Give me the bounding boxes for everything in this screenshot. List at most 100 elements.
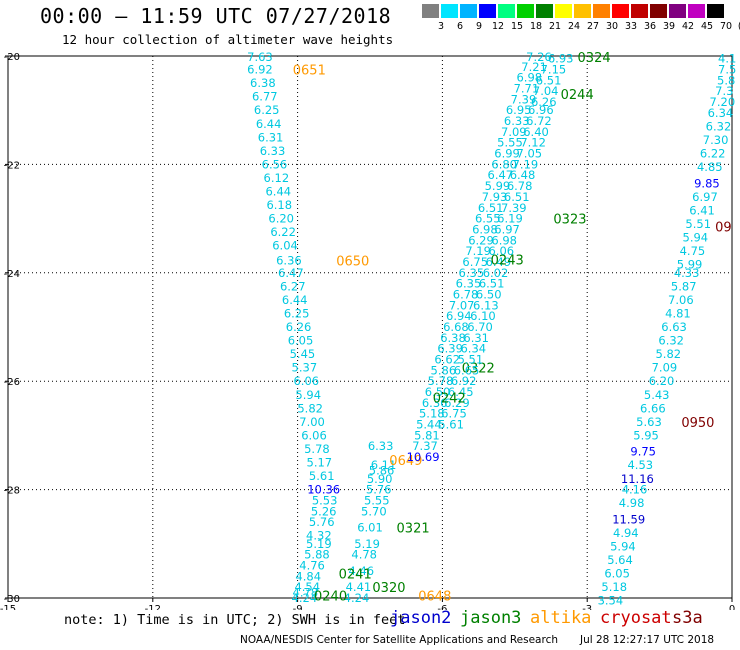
wave-height-value: 5.82 <box>297 401 323 415</box>
wave-height-value: 7.26 <box>526 50 552 64</box>
wave-height-value: 5.99 <box>485 179 511 193</box>
color-swatch <box>441 4 458 18</box>
footer-credit: NOAA/NESDIS Center for Satellite Applica… <box>240 634 558 646</box>
wave-height-value: 6.80 <box>491 157 517 171</box>
color-scale-label: 39 <box>662 21 676 32</box>
y-tick-label: -24 <box>4 269 20 280</box>
wave-height-value: 4.76 <box>299 558 325 572</box>
color-swatch <box>422 4 439 18</box>
color-swatch <box>498 4 515 18</box>
wave-height-value: 6.33 <box>368 439 394 453</box>
wave-height-value: 7.07 <box>449 298 475 312</box>
wave-height-value: 6.36 <box>276 253 302 267</box>
wave-height-value: 7.19 <box>465 244 491 258</box>
color-scale-label: 15 <box>510 21 524 32</box>
wave-height-value: 7.00 <box>299 415 325 429</box>
y-tick-label: -20 <box>4 52 20 63</box>
wave-height-value: 5.82 <box>655 347 681 361</box>
color-swatch <box>479 4 496 18</box>
wave-height-value: 5.90 <box>367 472 393 486</box>
y-tick-label: -28 <box>4 486 20 497</box>
wave-height-value: 4.32 <box>306 529 332 543</box>
wave-height-value: 4.24 <box>344 591 370 605</box>
color-scale-label: 24 <box>567 21 581 32</box>
wave-height-value: 7.20 <box>710 95 736 109</box>
color-swatch <box>593 4 610 18</box>
wave-height-value: 5.81 <box>414 428 440 442</box>
color-swatch <box>669 4 686 18</box>
wave-height-value: 6.04 <box>272 239 298 253</box>
wave-height-value: 6.44 <box>256 117 282 131</box>
wave-height-value: 6.44 <box>282 293 308 307</box>
wave-height-value: 6.06 <box>488 244 514 258</box>
wave-height-value: 7.15 <box>541 63 567 77</box>
wave-height-value: 6.96 <box>528 103 554 117</box>
legend-s3a: s3a <box>672 608 703 628</box>
wave-height-value: 6.63 <box>661 320 687 334</box>
wave-height-value: 6.20 <box>649 374 675 388</box>
wave-height-value: 6.62 <box>434 353 460 367</box>
color-swatch <box>650 4 667 18</box>
wave-height-value: 6.72 <box>526 114 552 128</box>
legend-cryosat: cryosat <box>600 608 672 628</box>
wave-height-value: 6.51 <box>536 73 562 87</box>
wave-height-value: 6.68 <box>443 320 469 334</box>
wave-height-value: 4.81 <box>665 306 691 320</box>
map-frame <box>7 55 733 599</box>
wave-height-value: 5.86 <box>369 464 395 478</box>
wave-height-value: 6.29 <box>468 233 494 247</box>
color-swatch <box>574 4 591 18</box>
wave-height-value: 6.01 <box>357 521 383 535</box>
wave-height-value: 6.92 <box>451 374 477 388</box>
wave-height-value: 6.70 <box>467 320 493 334</box>
wave-height-value: 5.8 <box>717 73 735 87</box>
wave-height-value: 4.53 <box>627 458 653 472</box>
wave-height-value: 7.93 <box>482 190 508 204</box>
wave-height-value: 6.47 <box>278 266 304 280</box>
wave-height-value: 4.78 <box>351 548 377 562</box>
wave-height-value: 6.50 <box>476 287 502 301</box>
color-swatch <box>707 4 724 18</box>
pass-time-label: 0950 <box>681 416 714 431</box>
wave-height-value: 6.27 <box>280 279 306 293</box>
color-scale-label: 21 <box>548 21 562 32</box>
wave-height-value: 6.51 <box>478 201 504 215</box>
wave-height-value: 6.36 <box>422 396 448 410</box>
color-swatch <box>460 4 477 18</box>
wave-height-value: 6.22 <box>270 225 296 239</box>
wave-height-value: 6.06 <box>293 374 319 388</box>
wave-height-value: 5.64 <box>607 553 633 567</box>
pass-time-label: 0242 <box>433 391 466 406</box>
wave-height-value: 6.38 <box>250 76 276 90</box>
wave-height-value: 3.54 <box>598 594 624 608</box>
wave-height-value: 6.32 <box>658 334 684 348</box>
wave-height-value: 6.29 <box>444 396 470 410</box>
wave-height-value: 4.1 <box>718 52 736 66</box>
wave-height-value: 7.71 <box>514 82 540 96</box>
color-swatch <box>631 4 648 18</box>
wave-height-value: 4.41 <box>346 580 372 594</box>
wave-height-value: 6.78 <box>453 287 479 301</box>
color-scale-label: 12 <box>491 21 505 32</box>
wave-height-value: 6.49 <box>486 255 512 269</box>
wave-height-value: 6.75 <box>462 255 488 269</box>
wave-height-value: 4.78 <box>293 586 319 600</box>
wave-height-value: 5.43 <box>644 388 670 402</box>
wave-height-value: 7.39 <box>511 92 537 106</box>
wave-height-value: 6.65 <box>454 363 480 377</box>
y-tick-label: -26 <box>4 377 20 388</box>
wave-height-value: 6.31 <box>258 130 284 144</box>
wave-height-value: 6.45 <box>448 385 474 399</box>
wave-height-value: 7.63 <box>247 50 273 64</box>
wave-height-value: 9.85 <box>694 176 720 190</box>
pass-time-label: 09 <box>715 221 732 236</box>
color-scale-label: 30 <box>605 21 619 32</box>
wave-height-value: 6.25 <box>254 103 280 117</box>
wave-height-value: 5.78 <box>428 374 454 388</box>
x-tick-label: -9 <box>293 604 303 610</box>
color-swatch <box>688 4 705 18</box>
color-scale-label: 36 <box>643 21 657 32</box>
pass-time-label: 0321 <box>397 522 430 537</box>
wave-height-value: 6.33 <box>260 144 286 158</box>
color-swatch <box>517 4 534 18</box>
